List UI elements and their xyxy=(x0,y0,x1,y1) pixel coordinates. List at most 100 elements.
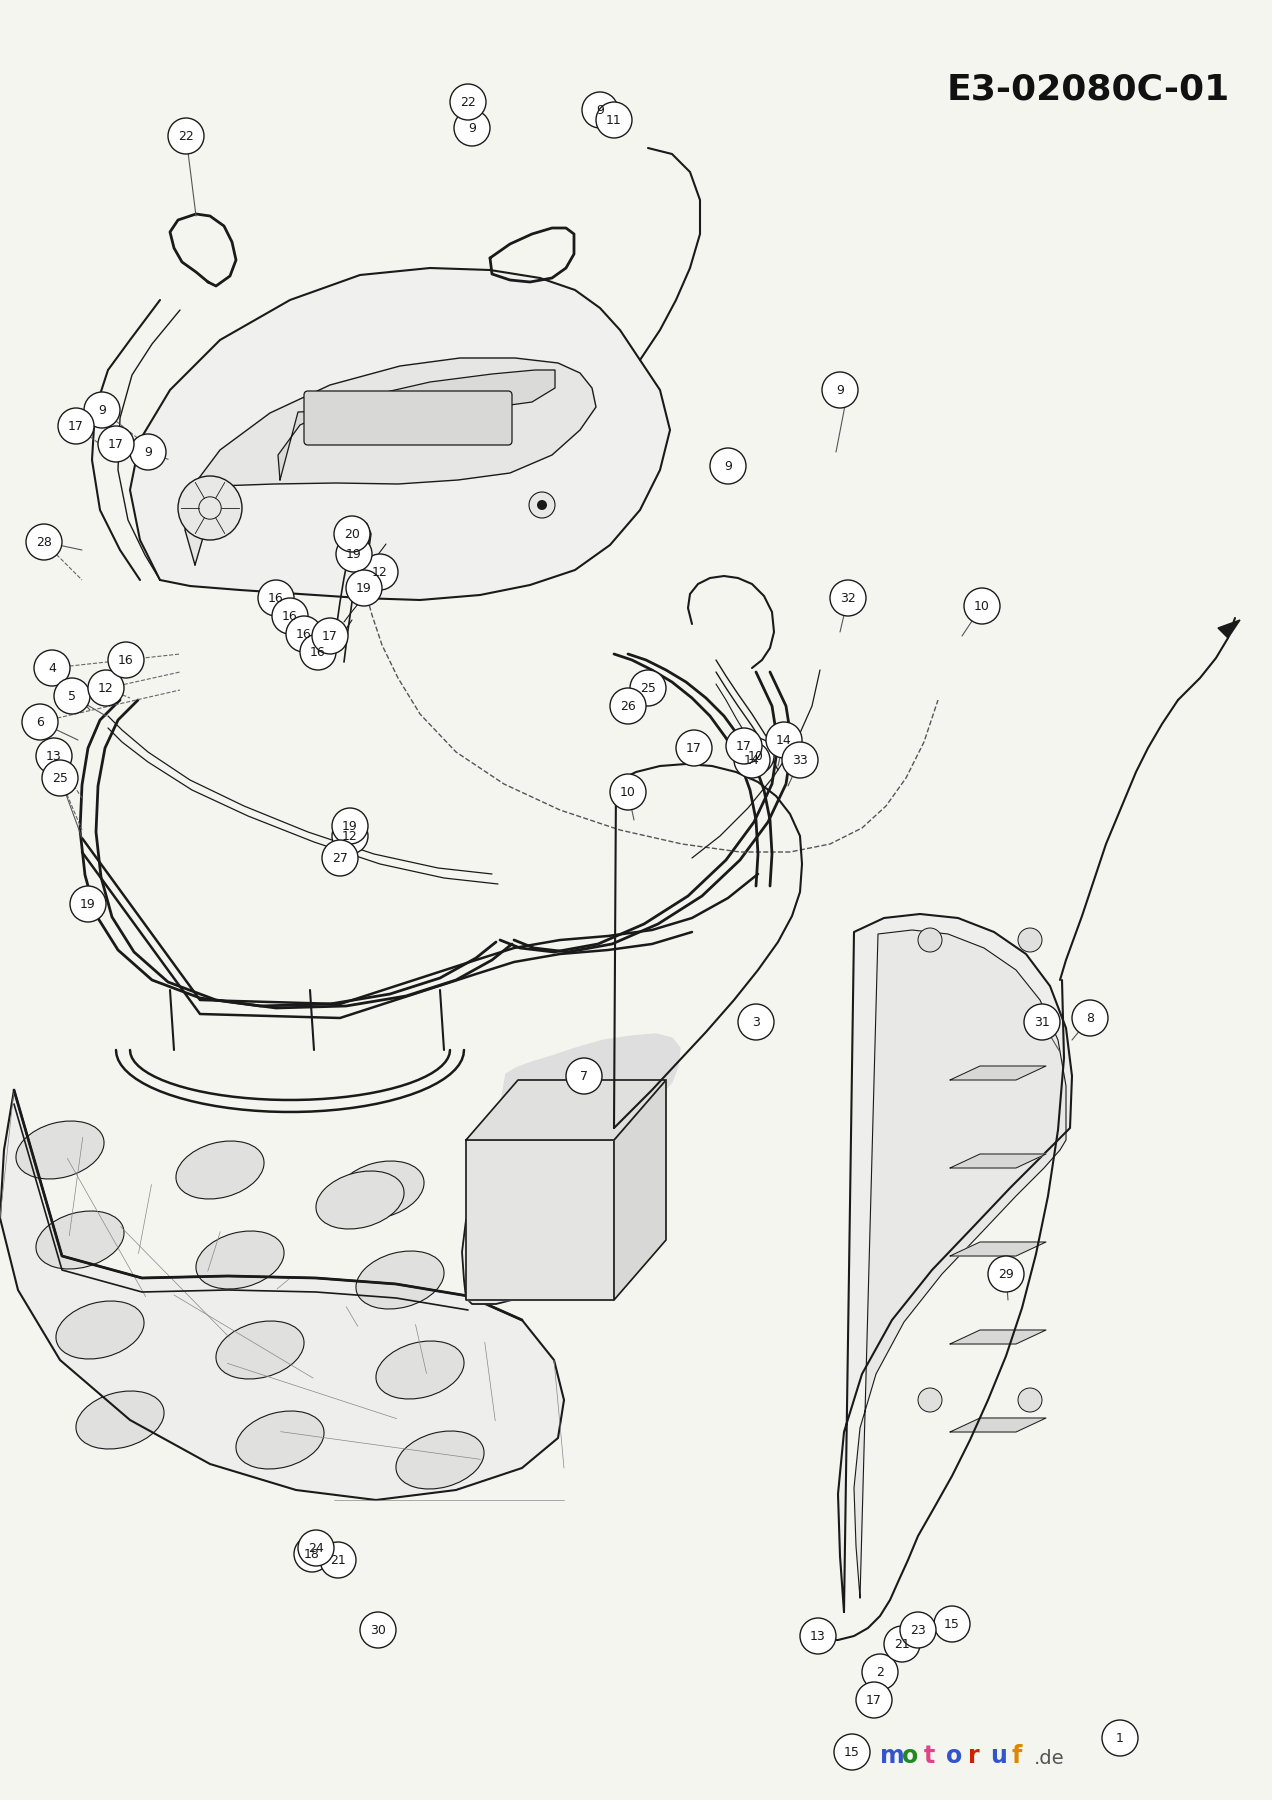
Text: 19: 19 xyxy=(342,819,357,832)
Polygon shape xyxy=(950,1154,1046,1168)
Text: m: m xyxy=(880,1744,904,1768)
Text: r: r xyxy=(968,1744,979,1768)
Text: 7: 7 xyxy=(580,1069,588,1082)
Text: 16: 16 xyxy=(296,628,312,641)
Circle shape xyxy=(831,580,866,616)
Text: 2: 2 xyxy=(876,1665,884,1678)
Ellipse shape xyxy=(17,1121,104,1179)
Circle shape xyxy=(42,760,78,796)
Text: 23: 23 xyxy=(911,1624,926,1636)
Text: 17: 17 xyxy=(322,630,338,643)
Text: 22: 22 xyxy=(178,130,193,142)
Circle shape xyxy=(856,1681,892,1717)
FancyBboxPatch shape xyxy=(304,391,513,445)
Text: 19: 19 xyxy=(80,898,95,911)
Polygon shape xyxy=(950,1330,1046,1345)
Polygon shape xyxy=(466,1080,667,1139)
Circle shape xyxy=(537,500,547,509)
Text: 16: 16 xyxy=(118,653,134,666)
Text: 32: 32 xyxy=(840,592,856,605)
Ellipse shape xyxy=(216,1321,304,1379)
Circle shape xyxy=(884,1625,920,1661)
Text: 11: 11 xyxy=(607,113,622,126)
Polygon shape xyxy=(854,931,1066,1598)
Circle shape xyxy=(1018,1388,1042,1411)
Ellipse shape xyxy=(36,1211,125,1269)
Polygon shape xyxy=(130,268,670,599)
Polygon shape xyxy=(950,1242,1046,1256)
Circle shape xyxy=(1072,1001,1108,1037)
Text: 19: 19 xyxy=(346,547,361,560)
Ellipse shape xyxy=(235,1411,324,1469)
Text: 17: 17 xyxy=(736,740,752,752)
Circle shape xyxy=(529,491,555,518)
Circle shape xyxy=(98,427,134,463)
Text: 9: 9 xyxy=(724,459,731,472)
Polygon shape xyxy=(614,1080,667,1300)
Text: 6: 6 xyxy=(36,715,45,729)
Circle shape xyxy=(332,808,368,844)
Polygon shape xyxy=(462,1129,614,1303)
Circle shape xyxy=(53,679,90,715)
Circle shape xyxy=(332,817,368,853)
Circle shape xyxy=(346,571,382,607)
Polygon shape xyxy=(950,1066,1046,1080)
Text: 25: 25 xyxy=(52,772,67,785)
Text: 5: 5 xyxy=(67,689,76,702)
Circle shape xyxy=(988,1256,1024,1292)
Text: 25: 25 xyxy=(640,682,656,695)
Polygon shape xyxy=(838,914,1072,1613)
Ellipse shape xyxy=(315,1172,404,1229)
Polygon shape xyxy=(352,522,370,571)
Text: 17: 17 xyxy=(108,437,123,450)
Text: 3: 3 xyxy=(752,1015,759,1028)
Text: t: t xyxy=(923,1744,935,1768)
Polygon shape xyxy=(466,1139,614,1300)
Circle shape xyxy=(59,409,94,445)
Circle shape xyxy=(1018,929,1042,952)
Ellipse shape xyxy=(336,1161,424,1219)
Ellipse shape xyxy=(76,1391,164,1449)
Text: 21: 21 xyxy=(894,1638,909,1651)
Circle shape xyxy=(336,536,371,572)
Circle shape xyxy=(726,727,762,763)
Circle shape xyxy=(918,929,943,952)
Text: 9: 9 xyxy=(597,103,604,117)
Polygon shape xyxy=(0,1091,563,1499)
Ellipse shape xyxy=(471,1220,560,1280)
Circle shape xyxy=(566,1058,602,1094)
Circle shape xyxy=(738,738,773,774)
Circle shape xyxy=(630,670,667,706)
Text: 4: 4 xyxy=(48,662,56,675)
Circle shape xyxy=(583,92,618,128)
Circle shape xyxy=(611,688,646,724)
Circle shape xyxy=(454,110,490,146)
Circle shape xyxy=(964,589,1000,625)
Ellipse shape xyxy=(396,1431,485,1489)
Circle shape xyxy=(734,742,770,778)
Circle shape xyxy=(335,517,370,553)
Text: 19: 19 xyxy=(356,581,371,594)
Text: 14: 14 xyxy=(776,734,792,747)
Circle shape xyxy=(298,1530,335,1566)
Circle shape xyxy=(901,1613,936,1649)
Text: 9: 9 xyxy=(836,383,843,396)
Text: 21: 21 xyxy=(331,1553,346,1566)
Text: 29: 29 xyxy=(999,1267,1014,1280)
Circle shape xyxy=(597,103,632,139)
Circle shape xyxy=(363,554,398,590)
Circle shape xyxy=(862,1654,898,1690)
Ellipse shape xyxy=(56,1301,144,1359)
Text: u: u xyxy=(990,1744,1007,1768)
Text: 28: 28 xyxy=(36,536,52,549)
Text: 17: 17 xyxy=(69,419,84,432)
Circle shape xyxy=(782,742,818,778)
Text: .de: .de xyxy=(1034,1750,1065,1768)
Circle shape xyxy=(321,1543,356,1579)
Text: 24: 24 xyxy=(308,1541,324,1555)
Circle shape xyxy=(84,392,120,428)
Text: 17: 17 xyxy=(866,1694,881,1706)
Circle shape xyxy=(300,634,336,670)
Circle shape xyxy=(312,617,349,653)
Ellipse shape xyxy=(176,1141,265,1199)
